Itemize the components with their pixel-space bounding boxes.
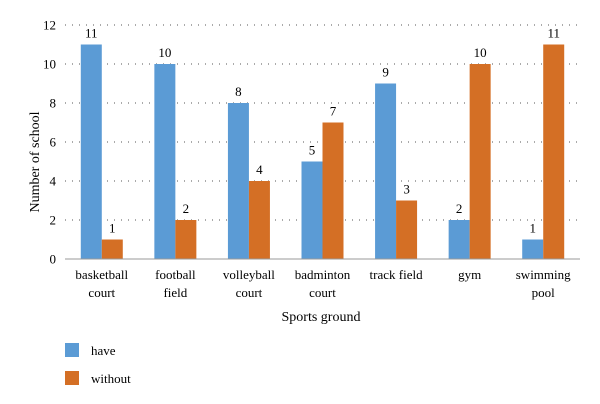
bar-without-3 — [322, 122, 344, 259]
data-label-without-4: 3 — [403, 182, 410, 197]
bars — [80, 44, 565, 259]
legend-label-without: without — [91, 371, 131, 386]
x-category-label: gym — [458, 267, 481, 282]
data-label-have-0: 11 — [85, 26, 98, 41]
data-label-without-6: 11 — [547, 26, 560, 41]
bar-have-6 — [522, 239, 544, 259]
y-axis-title: Number of school — [28, 111, 43, 212]
y-tick-label: 6 — [50, 135, 57, 150]
x-axis-title: Sports ground — [282, 310, 361, 325]
x-category-label: badminton court — [295, 267, 351, 300]
y-tick-label: 4 — [50, 174, 57, 189]
legend-swatch-without — [65, 371, 79, 385]
data-label-have-1: 10 — [158, 45, 171, 60]
bar-without-0 — [101, 239, 123, 259]
x-category-label: basketball court — [75, 267, 128, 300]
y-tick-labels: 0 2 4 6 8 10 12 — [43, 18, 57, 267]
y-tick-label: 2 — [50, 213, 57, 228]
data-label-without-0: 1 — [109, 221, 116, 236]
bar-have-2 — [227, 103, 249, 259]
data-label-have-4: 9 — [382, 65, 389, 80]
x-category-labels: basketball court football field volleyball co… — [75, 267, 571, 300]
y-tick-label: 10 — [43, 57, 56, 72]
data-label-have-3: 5 — [309, 143, 316, 158]
bar-have-1 — [154, 64, 176, 259]
y-tick-label: 0 — [50, 252, 57, 267]
data-label-have-2: 8 — [235, 84, 242, 99]
bar-without-5 — [469, 64, 491, 259]
data-label-have-6: 1 — [529, 221, 536, 236]
bar-have-4 — [375, 83, 397, 259]
bar-have-0 — [80, 44, 102, 259]
bar-have-3 — [301, 161, 323, 259]
legend-label-have: have — [91, 343, 116, 358]
bar-have-5 — [448, 220, 470, 259]
x-category-label: football field — [155, 267, 196, 300]
legend-swatch-have — [65, 343, 79, 357]
legend: have without — [65, 343, 131, 386]
x-category-label: track field — [370, 267, 424, 282]
bar-without-6 — [543, 44, 565, 259]
data-label-have-5: 2 — [456, 201, 463, 216]
bar-without-2 — [248, 181, 270, 259]
data-label-without-1: 2 — [183, 201, 190, 216]
y-tick-label: 12 — [43, 18, 56, 33]
data-label-without-3: 7 — [330, 104, 337, 119]
bar-without-4 — [396, 200, 418, 259]
bar-without-1 — [175, 220, 197, 259]
x-category-label: volleyball court — [223, 267, 275, 300]
y-tick-label: 8 — [50, 96, 57, 111]
data-label-without-5: 10 — [474, 45, 487, 60]
x-category-label: swimming pool — [516, 267, 571, 300]
data-label-without-2: 4 — [256, 162, 263, 177]
